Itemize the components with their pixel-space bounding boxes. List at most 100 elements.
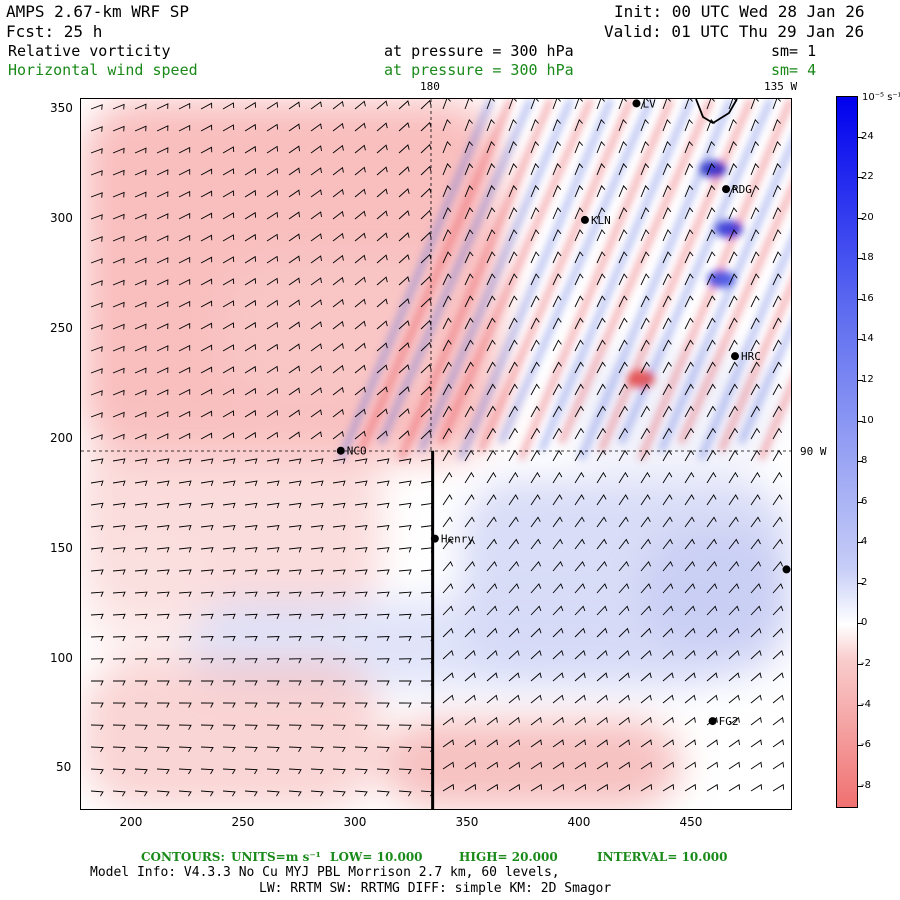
wind-barb: [222, 502, 236, 509]
wind-barb: [442, 118, 451, 132]
wind-barb: [750, 649, 762, 660]
wind-barb: [464, 339, 474, 352]
wind-barb: [332, 613, 346, 620]
wind-barb: [288, 502, 302, 509]
wind-barb: [464, 140, 474, 154]
wind-barb: [178, 212, 191, 220]
wind-barb: [222, 702, 236, 708]
wind-barb: [310, 768, 324, 775]
wind-barb: [640, 605, 652, 616]
wind-barb: [134, 613, 148, 620]
wind-barb: [530, 694, 542, 704]
colorbar-units: 10⁻⁵ s⁻¹: [862, 92, 900, 103]
wind-barb: [530, 783, 543, 792]
valid-time: Valid: 01 UTC Thu 29 Jan 26: [604, 22, 865, 41]
wind-barb: [640, 649, 652, 660]
wind-barb: [222, 768, 236, 775]
wind-barb: [332, 524, 346, 531]
wind-barb: [244, 211, 257, 220]
wind-barb: [266, 502, 280, 509]
wind-barb: [596, 694, 608, 704]
colorbar-tick: [858, 785, 863, 787]
wind-barb: [112, 502, 126, 509]
wind-barb: [376, 408, 388, 418]
wind-barb: [728, 694, 740, 704]
wind-barb: [310, 591, 324, 597]
wind-barb: [244, 524, 258, 531]
wind-barb: [596, 251, 606, 264]
wind-barb: [200, 256, 213, 264]
wind-barb: [222, 102, 235, 110]
wind-barb: [552, 560, 564, 572]
wind-barb: [134, 658, 148, 664]
wind-barb: [706, 405, 716, 418]
wind-barb: [90, 768, 104, 775]
wind-barb: [90, 126, 103, 132]
wind-barb: [332, 408, 344, 418]
colorbar-label: -6: [861, 739, 871, 751]
wind-barb: [552, 694, 564, 704]
wind-barb: [552, 583, 564, 594]
wind-barb: [376, 547, 390, 553]
wind-barb: [772, 716, 784, 726]
colorbar-tick: [858, 461, 863, 463]
wind-barb: [684, 140, 694, 154]
wind-barb: [728, 739, 740, 748]
wind-barb: [442, 339, 452, 352]
wind-barb: [464, 538, 475, 550]
wind-barb: [508, 185, 518, 198]
wind-barb: [310, 480, 324, 487]
wind-barb: [354, 122, 366, 132]
wind-barb: [244, 790, 258, 797]
wind-barb: [728, 627, 740, 638]
wind-barb: [508, 516, 519, 528]
wind-barb: [530, 516, 541, 528]
wind-barb: [156, 746, 170, 753]
field2-level: at pressure = 300 hPa: [384, 61, 574, 79]
station-label: FG2: [719, 715, 739, 728]
wind-barb: [574, 207, 584, 220]
wind-barb: [530, 471, 541, 484]
wind-barb: [200, 724, 214, 730]
wind-barb: [750, 118, 759, 132]
wind-barb: [728, 560, 740, 572]
wind-barb: [662, 672, 674, 682]
wind-barb: [90, 302, 103, 308]
wind-barb: [640, 627, 652, 638]
wind-barb: [376, 658, 390, 664]
wind-barb: [464, 251, 474, 264]
wind-barb: [266, 343, 279, 352]
wind-barb: [508, 538, 519, 550]
wind-barb: [684, 605, 696, 616]
wind-barb: [90, 636, 104, 642]
wind-barb: [596, 672, 608, 682]
wind-barb: [442, 739, 454, 748]
wind-barb: [640, 229, 650, 242]
wind-barb: [684, 560, 696, 572]
wind-barb: [728, 383, 738, 396]
wind-barb: [574, 471, 585, 484]
wind-barb: [596, 516, 607, 528]
wind-barb: [640, 427, 651, 440]
wind-barb: [486, 471, 497, 484]
wind-barb: [618, 583, 630, 594]
wind-barb: [442, 317, 452, 330]
wind-barb: [310, 458, 324, 464]
wind-barb: [508, 251, 518, 264]
wind-barb: [640, 516, 651, 528]
wind-barb: [376, 166, 388, 176]
wind-barb: [156, 235, 169, 242]
wind-barb: [376, 276, 388, 286]
wind-barb: [728, 273, 738, 286]
wind-barb: [442, 672, 454, 682]
wind-barb: [640, 207, 650, 220]
wind-barb: [596, 494, 607, 506]
wind-barb: [266, 613, 280, 620]
wind-barb: [596, 471, 607, 484]
wind-barb: [596, 605, 608, 616]
wind-barb: [398, 430, 410, 440]
wind-barb: [530, 229, 540, 242]
wind-barb: [398, 276, 410, 286]
wind-barb: [728, 163, 738, 176]
wind-barb: [376, 724, 390, 730]
